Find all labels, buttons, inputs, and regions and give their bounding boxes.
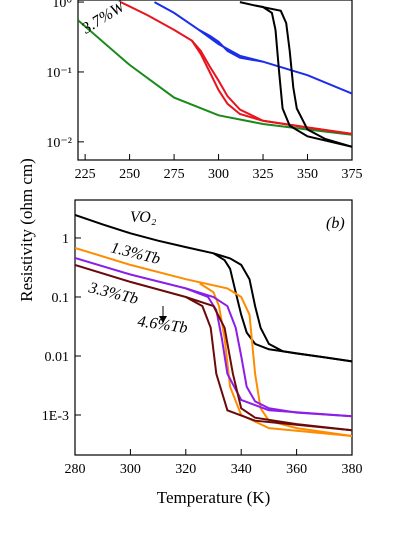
x-tick-label: 250 bbox=[119, 167, 140, 182]
y-tick-label: 10⁻¹ bbox=[46, 66, 72, 81]
x-tick-label: 300 bbox=[208, 167, 229, 182]
x-tick-label: 340 bbox=[231, 462, 252, 477]
plot-frame bbox=[77, 0, 353, 161]
annotation: (b) bbox=[326, 215, 345, 232]
curve bbox=[185, 296, 352, 432]
plot-area bbox=[75, 214, 352, 437]
x-axis-title: Temperature (K) bbox=[157, 488, 271, 507]
plot-frame bbox=[74, 199, 353, 456]
x-tick-label: 325 bbox=[253, 167, 274, 182]
arrow-head bbox=[159, 316, 167, 323]
x-tick-label: 275 bbox=[164, 167, 185, 182]
curve bbox=[154, 1, 352, 95]
curve bbox=[253, 4, 352, 148]
x-tick-label: 360 bbox=[286, 462, 307, 477]
annotation: 4.6%Tb bbox=[136, 313, 188, 337]
plot-area bbox=[78, 1, 352, 148]
annotation: VO₂ bbox=[130, 209, 157, 226]
x-tick-label: 225 bbox=[75, 167, 96, 182]
curve bbox=[191, 40, 352, 135]
annotation: 1.3%Tb bbox=[109, 239, 162, 268]
y-tick-label: 1 bbox=[62, 232, 69, 247]
curve bbox=[198, 29, 264, 63]
curve bbox=[75, 256, 352, 418]
y-tick-label: 10⁰ bbox=[52, 0, 72, 11]
curve bbox=[75, 246, 352, 437]
annotation: 3.7%W bbox=[78, 0, 129, 38]
y-tick-label: 10⁻² bbox=[46, 136, 72, 151]
curve bbox=[239, 1, 352, 148]
x-tick-label: 280 bbox=[65, 462, 86, 477]
y-axis-title: Resistivity (ohm cm) bbox=[17, 158, 36, 302]
annotation: 3.3%Tb bbox=[86, 279, 140, 308]
y-tick-label: 0.1 bbox=[52, 291, 70, 306]
curve bbox=[120, 1, 352, 135]
curve bbox=[199, 282, 352, 437]
y-tick-label: 0.01 bbox=[45, 350, 70, 365]
curve bbox=[212, 252, 352, 363]
curve bbox=[185, 287, 352, 418]
y-tick-label: 1E-3 bbox=[42, 409, 69, 424]
x-tick-label: 320 bbox=[175, 462, 196, 477]
x-tick-label: 380 bbox=[342, 462, 363, 477]
x-tick-label: 350 bbox=[297, 167, 318, 182]
x-tick-label: 300 bbox=[120, 462, 141, 477]
curve bbox=[75, 263, 352, 432]
x-tick-label: 375 bbox=[342, 167, 363, 182]
